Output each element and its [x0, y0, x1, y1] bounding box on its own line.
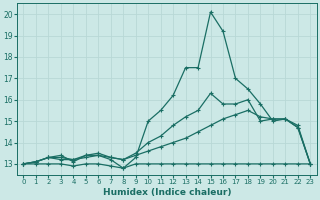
X-axis label: Humidex (Indice chaleur): Humidex (Indice chaleur) — [103, 188, 231, 197]
